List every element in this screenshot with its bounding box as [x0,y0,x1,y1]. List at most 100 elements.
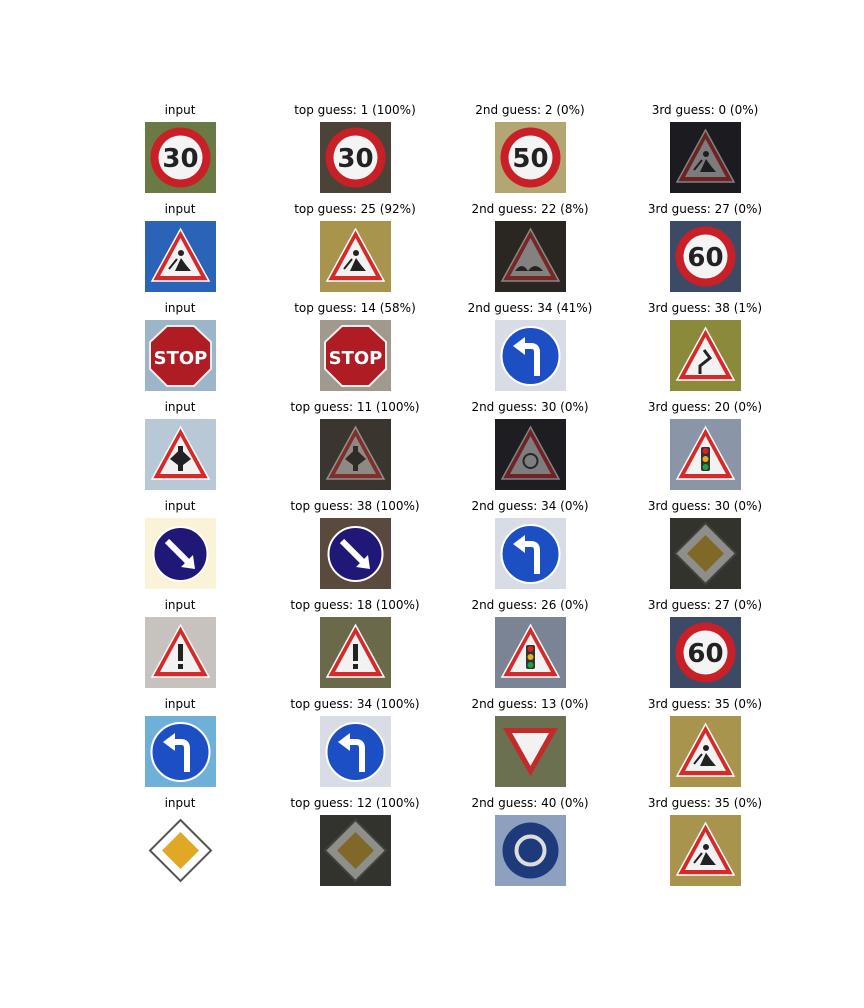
cell-title: 3rd guess: 30 (0%) [647,499,763,513]
cell-title: input [164,499,196,513]
cell-title: top guess: 25 (92%) [294,202,416,216]
second-guess-cell: 2nd guess: 13 (0%) [445,696,615,788]
cell-title: input [164,103,196,117]
turn-left-sign [495,320,566,391]
cell-title: top guess: 11 (100%) [290,400,420,414]
second-guess-cell: 2nd guess: 26 (0%) [445,597,615,689]
cell-title: 2nd guess: 34 (41%) [467,301,593,315]
priority-road-sign-dark [670,518,741,589]
turn-left-sign [145,716,216,787]
top-guess-cell: top guess: 12 (100%) [270,795,440,887]
traffic-signals-sign [670,419,741,490]
second-guess-cell: 2nd guess: 30 (0%) [445,399,615,491]
cell-title: input [164,796,196,810]
input-cell: input [95,597,265,689]
top-guess-cell: top guess: 38 (100%) [270,498,440,590]
cell-title: 2nd guess: 2 (0%) [475,103,585,117]
top-guess-cell: top guess: 1 (100%) 30 [270,102,440,194]
right-of-way-sign [145,419,216,490]
third-guess-cell: 3rd guess: 35 (0%) [620,696,790,788]
third-guess-cell: 3rd guess: 35 (0%) [620,795,790,887]
input-cell: input STOP [95,300,265,392]
keep-right-sign [320,518,391,589]
roundabout-sign [495,815,566,886]
cell-title: 2nd guess: 26 (0%) [471,598,589,612]
third-guess-cell: 3rd guess: 20 (0%) [620,399,790,491]
yield-sign [495,716,566,787]
third-guess-cell: 3rd guess: 27 (0%) 60 [620,201,790,293]
stop-sign: STOP [320,320,391,391]
priority-road-sign [145,815,216,886]
cell-title: 3rd guess: 35 (0%) [647,697,763,711]
input-cell: input 30 [95,102,265,194]
cell-title: top guess: 12 (100%) [290,796,420,810]
speed-limit-30-sign: 30 [320,122,391,193]
input-cell: input [95,696,265,788]
cell-title: 3rd guess: 38 (1%) [647,301,763,315]
cell-title: top guess: 34 (100%) [290,697,420,711]
stop-sign: STOP [145,320,216,391]
top-guess-cell: top guess: 34 (100%) [270,696,440,788]
top-guess-cell: top guess: 18 (100%) [270,597,440,689]
cell-title: 3rd guess: 0 (0%) [651,103,759,117]
general-caution-sign [145,617,216,688]
turn-left-sign [320,716,391,787]
cell-title: top guess: 14 (58%) [294,301,416,315]
input-cell: input [95,201,265,293]
third-guess-cell: 3rd guess: 0 (0%) [620,102,790,194]
speed-limit-30-sign: 30 [145,122,216,193]
traffic-signals-sign [495,617,566,688]
road-work-sign [320,221,391,292]
second-guess-cell: 2nd guess: 34 (0%) [445,498,615,590]
cell-title: 3rd guess: 27 (0%) [647,202,763,216]
svg-text:50: 50 [512,144,548,174]
input-cell: input [95,399,265,491]
road-work-sign [145,221,216,292]
turn-left-sign [495,518,566,589]
road-work-sign [670,716,741,787]
cell-title: input [164,202,196,216]
cell-title: input [164,697,196,711]
svg-text:30: 30 [337,144,373,174]
cell-title: 3rd guess: 27 (0%) [647,598,763,612]
third-guess-cell: 3rd guess: 30 (0%) [620,498,790,590]
cell-title: 2nd guess: 34 (0%) [471,499,589,513]
top-guess-cell: top guess: 11 (100%) [270,399,440,491]
second-guess-cell: 2nd guess: 2 (0%) 50 [445,102,615,194]
input-cell: input [95,795,265,887]
speed-limit-50-sign: 50 [495,122,566,193]
cell-title: 3rd guess: 35 (0%) [647,796,763,810]
third-guess-cell: 3rd guess: 27 (0%) 60 [620,597,790,689]
speed-limit-60-sign: 60 [670,617,741,688]
cell-title: input [164,301,196,315]
keep-right-sign [145,518,216,589]
cell-title: top guess: 18 (100%) [290,598,420,612]
cell-title: 2nd guess: 22 (8%) [471,202,589,216]
bumpy-road-sign-dark [495,221,566,292]
cell-title: 2nd guess: 13 (0%) [471,697,589,711]
cell-title: 3rd guess: 20 (0%) [647,400,763,414]
svg-text:60: 60 [687,639,723,669]
right-of-way-sign-dark [320,419,391,490]
input-cell: input [95,498,265,590]
double-curve-sign [670,320,741,391]
second-guess-cell: 2nd guess: 34 (41%) [445,300,615,392]
top-guess-cell: top guess: 25 (92%) [270,201,440,293]
road-work-sign-dark [670,122,741,193]
priority-road-sign-dark [320,815,391,886]
cell-title: 2nd guess: 30 (0%) [471,400,589,414]
svg-text:STOP: STOP [154,348,208,369]
second-guess-cell: 2nd guess: 40 (0%) [445,795,615,887]
cell-title: top guess: 38 (100%) [290,499,420,513]
svg-text:60: 60 [687,243,723,273]
svg-text:30: 30 [162,144,198,174]
cell-title: input [164,400,196,414]
cell-title: top guess: 1 (100%) [294,103,416,117]
third-guess-cell: 3rd guess: 38 (1%) [620,300,790,392]
general-caution-sign [320,617,391,688]
svg-text:STOP: STOP [329,348,383,369]
snow-sign-dark [495,419,566,490]
speed-limit-60-sign: 60 [670,221,741,292]
cell-title: 2nd guess: 40 (0%) [471,796,589,810]
